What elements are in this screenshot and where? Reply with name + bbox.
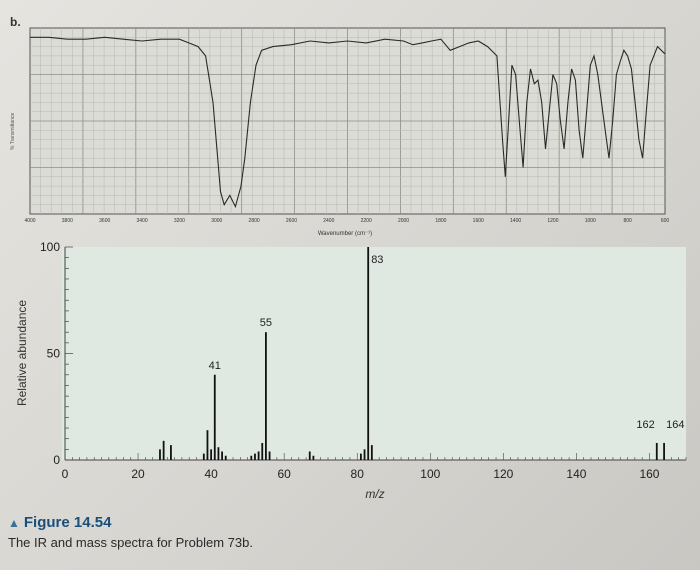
ms-peaks (159, 247, 665, 460)
ir-x-tick-label: 1000 (585, 218, 596, 224)
mass-spectrum-chart: 0 50 100 0 20 40 60 80 100 120 140 160 41 55 83 162 16… (15, 240, 687, 501)
ir-x-tick-label: 2200 (361, 218, 372, 224)
ir-x-tick-label: 3200 (174, 218, 185, 224)
ms-peak-label-164: 164 (666, 419, 684, 431)
ir-x-tick-label: 3800 (62, 218, 73, 224)
ms-x-axis-label: m/z (365, 487, 384, 501)
ir-x-tick-label: 3600 (99, 218, 110, 224)
ir-x-tick-label: 4000 (24, 218, 35, 224)
ms-y-axis-label: Relative abundance (15, 300, 29, 406)
figure-label: Figure 14.54 (23, 514, 112, 531)
ir-x-tick-label: 2800 (249, 218, 260, 224)
ms-peak-label-41: 41 (209, 360, 221, 372)
ms-x-tick-label: 140 (566, 467, 586, 481)
ms-x-tick-label: 120 (493, 467, 513, 481)
ir-x-tick-label: 1600 (473, 218, 484, 224)
ir-x-tick-label: 3400 (136, 218, 147, 224)
ms-y-tick-labels: 0 50 100 (40, 240, 60, 467)
ms-x-tick-labels: 0 20 40 60 80 100 120 140 160 (62, 467, 660, 481)
ms-x-tick-label: 20 (131, 467, 145, 481)
ms-x-tick-label: 80 (351, 467, 365, 481)
ms-x-tick-label: 100 (420, 467, 440, 481)
ms-x-tick-label: 0 (62, 467, 69, 481)
ms-y-tick-label: 100 (40, 240, 60, 254)
ir-x-tick-labels: 4000 3800 3600 3400 3200 3000 2800 2600 2400 2200… (24, 218, 669, 224)
ms-x-tick-label: 160 (639, 467, 659, 481)
ir-x-tick-label: 3000 (211, 218, 222, 224)
ms-y-tick-label: 50 (47, 347, 61, 361)
ir-transmittance-line (30, 36, 666, 209)
ms-plot-area (62, 247, 686, 460)
ir-y-axis-label: % Transmittance (10, 113, 16, 150)
ir-x-tick-label: 800 (623, 218, 632, 224)
triangle-icon: ▲ (8, 516, 20, 530)
ms-x-tick-label: 60 (277, 467, 291, 481)
ir-x-tick-label: 600 (661, 218, 670, 224)
ir-x-tick-label: 1200 (547, 218, 558, 224)
caption-text: The IR and mass spectra for Problem 73b. (8, 535, 253, 550)
ir-x-tick-label: 2400 (323, 218, 334, 224)
ir-x-tick-label: 1400 (510, 218, 521, 224)
figure-caption: ▲ Figure 14.54 The IR and mass spectra fo… (8, 514, 428, 550)
ms-x-tick-label: 40 (204, 467, 218, 481)
ir-x-tick-label: 2000 (398, 218, 409, 224)
ms-y-tick-label: 0 (53, 453, 60, 467)
ir-spectrum-chart: b. % Transmittance 4000 3800 3600 3400 3200 3… (10, 15, 669, 237)
ir-grid (30, 28, 665, 214)
ir-panel-label: b. (10, 15, 21, 29)
ms-peak-label-55: 55 (260, 317, 272, 329)
ms-peak-labels: 41 55 83 162 164 (209, 254, 685, 431)
ms-peak-label-162: 162 (636, 419, 654, 431)
ir-x-tick-label: 2600 (286, 218, 297, 224)
ir-x-axis-label: Wavenumber (cm⁻¹) (318, 231, 372, 237)
ms-peak-label-83: 83 (371, 254, 383, 266)
ir-x-tick-label: 1800 (435, 218, 446, 224)
caption-title-row: ▲ Figure 14.54 (8, 514, 428, 532)
